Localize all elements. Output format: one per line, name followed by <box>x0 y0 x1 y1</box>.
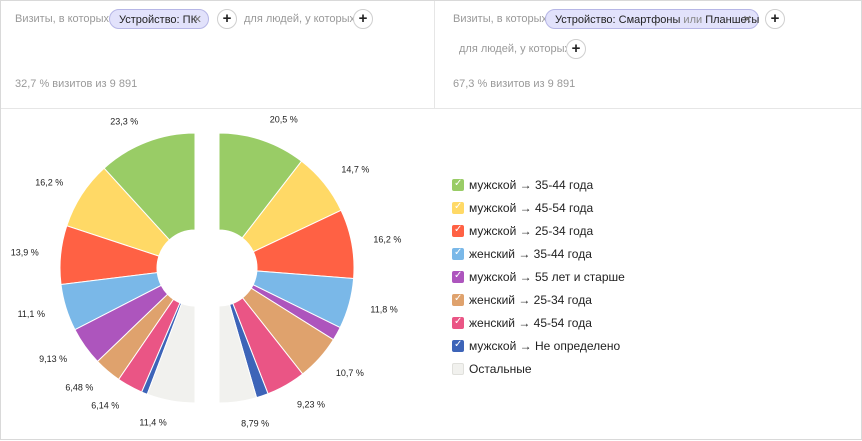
visits-label: Визиты, в которых <box>15 13 109 25</box>
pie-data-label: 11,8 % <box>370 305 397 315</box>
check-icon: ✓ <box>454 339 463 350</box>
pie-data-label: 14,7 % <box>341 165 369 175</box>
pie-data-label: 9,13 % <box>39 354 67 364</box>
legend-checkbox[interactable]: ✓ <box>452 339 464 352</box>
remove-filter-icon[interactable]: ✕ <box>192 14 202 26</box>
legend-label: мужской → 55 лет и старше <box>469 270 625 284</box>
legend-label: женский → 45-54 года <box>469 316 592 330</box>
legend-checkbox[interactable]: ✓ <box>452 316 464 329</box>
remove-filter-icon[interactable]: ✕ <box>742 14 752 26</box>
pie-data-label: 23,3 % <box>110 117 138 127</box>
check-icon: ✓ <box>454 178 463 189</box>
legend-color-swatch[interactable] <box>452 363 464 375</box>
pie-data-label: 11,4 % <box>139 417 166 427</box>
legend-label: мужской → 25-34 года <box>469 224 594 238</box>
plus-icon: + <box>222 10 232 27</box>
pie-slice[interactable] <box>218 303 258 404</box>
pie-data-label: 16,2 % <box>373 235 401 245</box>
legend-checkbox[interactable]: ✓ <box>452 201 464 214</box>
donut-hole <box>169 230 245 306</box>
legend-checkbox[interactable]: ✓ <box>452 178 464 191</box>
check-icon: ✓ <box>454 224 463 235</box>
legend-label: мужской → 45-54 года <box>469 201 594 215</box>
people-label: для людей, у которых <box>459 43 570 55</box>
pie-data-label: 9,23 % <box>297 399 325 409</box>
check-icon: ✓ <box>454 247 463 258</box>
chip-label-prefix: Устройство: Смартфоны <box>555 14 681 26</box>
segment-summary: 32,7 % визитов из 9 891 <box>15 78 138 90</box>
plus-icon: + <box>571 40 581 57</box>
legend-checkbox[interactable]: ✓ <box>452 247 464 260</box>
chip-label: Устройство: ПК <box>119 14 197 26</box>
legend-label: женский → 25-34 года <box>469 293 592 307</box>
pie-slice[interactable] <box>103 132 196 241</box>
legend-label: женский → 35-44 года <box>469 247 592 261</box>
add-people-condition-button[interactable]: + <box>566 39 586 59</box>
plus-icon: + <box>358 10 368 27</box>
filter-chip-device-mobile[interactable]: Устройство: Смартфоны или Планшеты ✕ <box>545 9 759 29</box>
legend-label: мужской → Не определено <box>469 339 621 353</box>
visits-label: Визиты, в которых <box>453 13 547 25</box>
legend-checkbox[interactable]: ✓ <box>452 270 464 283</box>
add-visit-condition-button[interactable]: + <box>765 9 785 29</box>
pie-data-label: 10,7 % <box>336 368 364 378</box>
segment-panel-left: Визиты, в которых Устройство: ПК ✕ + для… <box>1 1 435 109</box>
pie-data-label: 13,9 % <box>11 248 39 258</box>
check-icon: ✓ <box>454 316 463 327</box>
pie-data-label: 8,79 % <box>241 418 269 428</box>
pie-data-label: 11,1 % <box>18 309 45 319</box>
legend-checkbox[interactable]: ✓ <box>452 224 464 237</box>
legend-label: мужской → 35-44 года <box>469 178 594 192</box>
chip-label-suffix: Планшеты <box>705 14 760 26</box>
segment-panel-right: Визиты, в которых Устройство: Смартфоны … <box>435 1 861 109</box>
check-icon: ✓ <box>454 201 463 212</box>
add-visit-condition-button[interactable]: + <box>217 9 237 29</box>
pie-data-label: 16,2 % <box>35 178 63 188</box>
pie-slice[interactable] <box>218 132 303 239</box>
segment-summary: 67,3 % визитов из 9 891 <box>453 78 576 90</box>
check-icon: ✓ <box>454 270 463 281</box>
legend-label: Остальные <box>469 362 532 376</box>
check-icon: ✓ <box>454 293 463 304</box>
people-label: для людей, у которых <box>244 13 355 25</box>
filter-chip-device-pc[interactable]: Устройство: ПК ✕ <box>109 9 209 29</box>
pie-slice[interactable] <box>146 302 196 404</box>
pie-data-label: 6,14 % <box>91 401 119 411</box>
legend-checkbox[interactable]: ✓ <box>452 293 464 306</box>
add-people-condition-button[interactable]: + <box>353 9 373 29</box>
pie-data-label: 6,48 % <box>65 383 93 393</box>
plus-icon: + <box>770 10 780 27</box>
chip-or-label: или <box>683 14 703 26</box>
pie-data-label: 20,5 % <box>270 114 298 124</box>
